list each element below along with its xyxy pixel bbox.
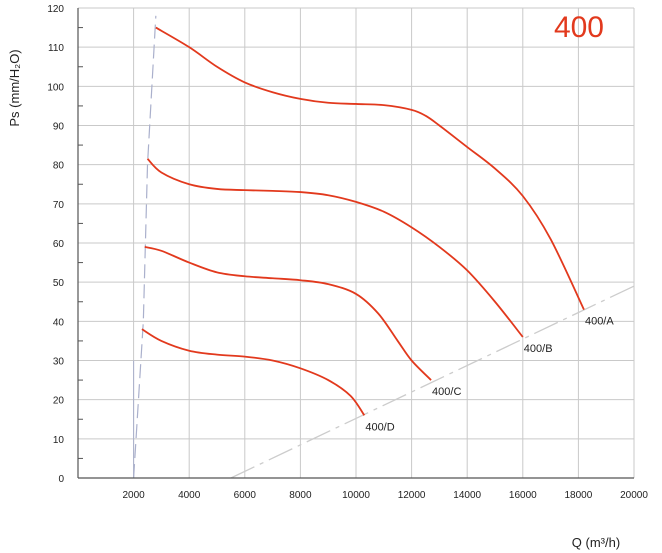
curve-label: 400/C [432,386,461,398]
y-tick-label: 60 [53,239,65,250]
y-axis-label: Ps (mm/H₂O) [7,49,22,126]
curve-label: 400/A [585,316,614,328]
chart-title: 400 [554,11,604,44]
series-curve-400-c [144,246,432,381]
y-tick-label: 30 [53,357,65,368]
auxiliary-lines [133,15,635,479]
x-tick-label: 12000 [398,490,426,501]
tick-labels: 0 10 20 30 40 50 60 70 80 90 100 110 120 2000 4000 6000… [47,4,648,501]
x-tick-label: 20000 [620,490,648,501]
y-tick-label: 40 [53,317,65,328]
x-tick-label: 4000 [178,490,201,501]
y-tick-label: 50 [53,278,65,289]
y-tick-label: 20 [53,396,65,407]
y-tick-label: 0 [58,474,64,485]
x-tick-label: 8000 [289,490,312,501]
y-tick-label: 10 [53,435,65,446]
y-tick-label: 70 [53,200,65,211]
y-tick-label: 80 [53,161,65,172]
axes [77,8,634,479]
series-curve-400-d [141,328,366,416]
x-axis-label: Q (m³/h) [572,535,620,550]
grid-lines [78,7,635,478]
x-tick-label: 18000 [564,490,592,501]
series-curve-400-b [146,158,524,338]
y-tick-label: 90 [53,122,65,133]
series-curve-400-a [155,26,585,310]
y-tick-label: 110 [48,43,64,54]
curve-label: 400/B [524,343,553,355]
curve-label: 400/D [365,421,394,433]
x-tick-label: 14000 [453,490,481,501]
series-curves: 400/A 400/B 400/C 400/D [141,26,614,433]
x-tick-label: 16000 [509,490,537,501]
operating-limit-line [133,15,157,479]
y-tick-label: 100 [47,82,64,93]
y-tick-label: 120 [47,4,64,15]
x-tick-label: 10000 [342,490,370,501]
system-resistance-line [230,285,635,479]
x-tick-label: 6000 [234,490,257,501]
x-tick-label: 2000 [122,490,145,501]
